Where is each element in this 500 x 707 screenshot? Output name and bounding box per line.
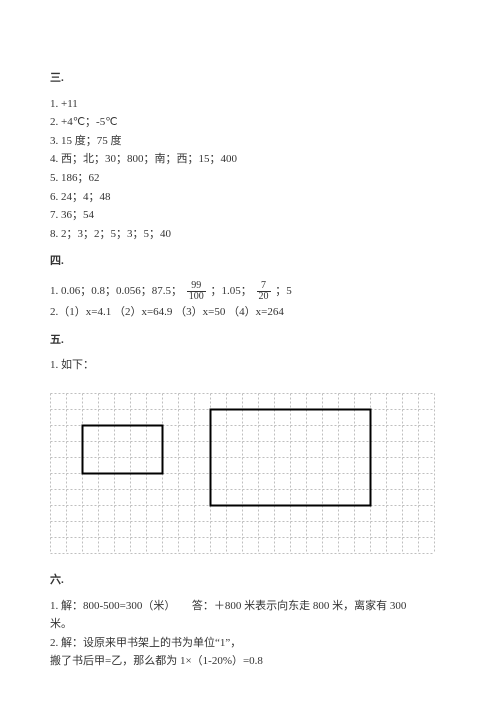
frac-den: 100: [187, 292, 206, 302]
section-4-body: 1. 0.06；0.8；0.056；87.5； 99 100 ；1.05； 7 …: [50, 279, 450, 322]
section-3-body: 1. +11 2. +4℃；-5℃ 3. 15 度；75 度 4. 西；北；30…: [50, 96, 450, 244]
fraction: 99 100: [187, 281, 206, 302]
s4-line-1: 1. 0.06；0.8；0.056；87.5； 99 100 ；1.05； 7 …: [50, 279, 450, 303]
frac-den: 20: [257, 292, 271, 302]
s4-l1-suffix: ；5: [275, 285, 292, 297]
grid-svg: [50, 393, 435, 554]
s3-line: 4. 西；北；30；800；南；西；15；400: [50, 151, 450, 169]
s3-line: 6. 24；4；48: [50, 189, 450, 207]
section-4-title: 四.: [50, 253, 450, 271]
fraction: 7 20: [257, 281, 271, 302]
s3-line: 7. 36；54: [50, 207, 450, 225]
s4-l1-prefix: 1. 0.06；0.8；0.056；87.5；: [50, 285, 182, 297]
section-6-body: 1. 解：800-500=300（米） 答：＋800 米表示向东走 800 米，…: [50, 598, 450, 671]
s4-line-2: 2.（1）x=4.1 （2）x=64.9 （3）x=50 （4）x=264: [50, 304, 450, 322]
s5-label: 1. 如下：: [50, 357, 450, 375]
s3-line: 5. 186；62: [50, 170, 450, 188]
s6-line: 米。: [50, 616, 450, 634]
section-6-title: 六.: [50, 572, 450, 590]
s3-line: 3. 15 度；75 度: [50, 133, 450, 151]
s3-line: 1. +11: [50, 96, 450, 114]
s3-line: 8. 2；3；2；5；3；5；40: [50, 226, 450, 244]
s6-line: 搬了书后甲=乙，那么都为 1×（1-20%）=0.8: [50, 653, 450, 671]
grid-figure: [50, 393, 450, 554]
s6-line: 1. 解：800-500=300（米） 答：＋800 米表示向东走 800 米，…: [50, 598, 450, 616]
section-5-title: 五.: [50, 332, 450, 350]
s3-line: 2. +4℃；-5℃: [50, 114, 450, 132]
section-3-title: 三.: [50, 70, 450, 88]
s4-l1-mid: ；1.05；: [211, 285, 252, 297]
s6-line: 2. 解：设原来甲书架上的书为单位“1”，: [50, 635, 450, 653]
